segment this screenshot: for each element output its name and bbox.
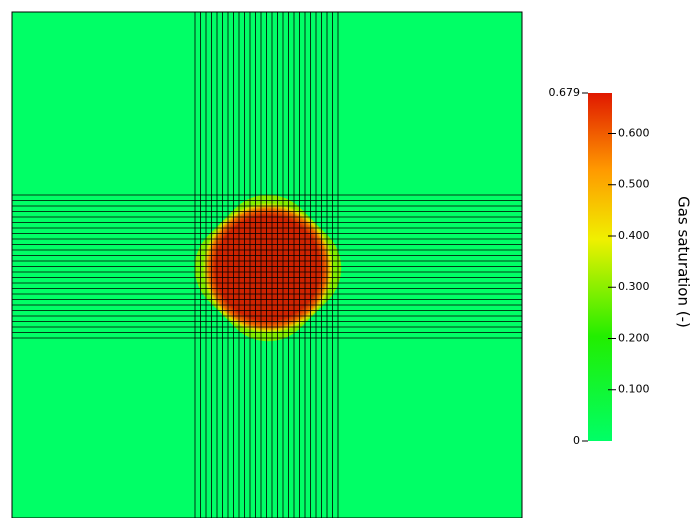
colorbar-title: Gas saturation (-) — [675, 196, 691, 328]
tick-label: 0.100 — [618, 383, 650, 396]
tick-label: 0.400 — [618, 229, 650, 242]
colorbar — [588, 93, 612, 441]
domain — [11, 11, 523, 518]
tick-label: 0.300 — [618, 280, 650, 293]
tick-label: 0.500 — [618, 178, 650, 191]
tick-label: 0 — [573, 434, 580, 447]
tick-label: 0.600 — [618, 126, 650, 139]
tick-label: 0.200 — [618, 331, 650, 344]
mesh — [12, 12, 522, 518]
tick-label: 0.679 — [549, 86, 581, 99]
